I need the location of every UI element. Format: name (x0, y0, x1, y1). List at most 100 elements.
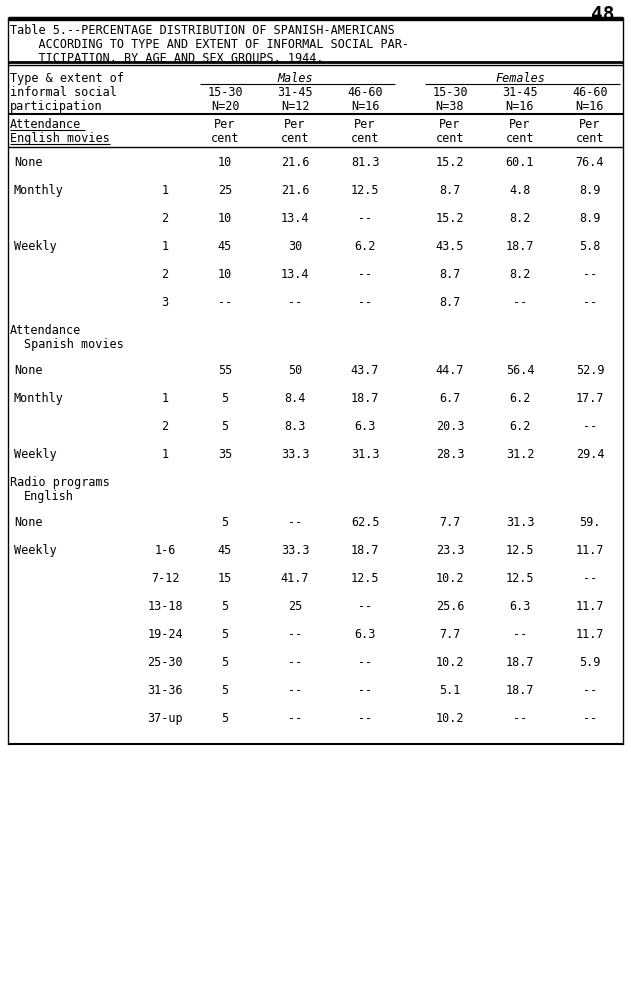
Text: N=12: N=12 (281, 100, 309, 113)
Text: 8.7: 8.7 (439, 296, 461, 309)
Text: cent: cent (506, 132, 534, 145)
Text: --: -- (288, 516, 302, 529)
Text: 6.3: 6.3 (355, 420, 375, 433)
Text: 43.5: 43.5 (436, 240, 464, 253)
Text: --: -- (288, 712, 302, 725)
Text: 12.5: 12.5 (506, 572, 534, 585)
Text: 35: 35 (218, 448, 232, 461)
Text: TICIPATION, BY AGE AND SEX GROUPS, 1944.: TICIPATION, BY AGE AND SEX GROUPS, 1944. (10, 52, 324, 65)
Text: 1: 1 (162, 184, 168, 197)
Text: 1: 1 (162, 392, 168, 405)
Text: None: None (14, 156, 42, 169)
Text: --: -- (358, 600, 372, 613)
Text: --: -- (513, 628, 527, 641)
Text: 4.8: 4.8 (509, 184, 531, 197)
Text: Table 5.--PERCENTAGE DISTRIBUTION OF SPANISH-AMERICANS: Table 5.--PERCENTAGE DISTRIBUTION OF SPA… (10, 24, 395, 37)
Text: 7.7: 7.7 (439, 516, 461, 529)
Text: --: -- (358, 712, 372, 725)
Text: 15.2: 15.2 (436, 212, 464, 225)
Text: 20.3: 20.3 (436, 420, 464, 433)
Text: 15.2: 15.2 (436, 156, 464, 169)
Text: 31.3: 31.3 (506, 516, 534, 529)
Text: cent: cent (211, 132, 239, 145)
Text: 25: 25 (288, 600, 302, 613)
Text: 52.9: 52.9 (575, 364, 604, 377)
Text: 55: 55 (218, 364, 232, 377)
Text: 7-12: 7-12 (151, 572, 179, 585)
Text: 10.2: 10.2 (436, 712, 464, 725)
Text: 12.5: 12.5 (351, 184, 379, 197)
Text: --: -- (358, 212, 372, 225)
Text: N=38: N=38 (436, 100, 464, 113)
Text: 76.4: 76.4 (575, 156, 604, 169)
Text: 62.5: 62.5 (351, 516, 379, 529)
Text: 31.2: 31.2 (506, 448, 534, 461)
Text: --: -- (358, 684, 372, 697)
Text: 25.6: 25.6 (436, 600, 464, 613)
Text: --: -- (583, 420, 597, 433)
Text: --: -- (288, 296, 302, 309)
Text: 5.8: 5.8 (579, 240, 601, 253)
Text: Males: Males (277, 72, 313, 85)
Text: 8.4: 8.4 (285, 392, 305, 405)
Text: 21.6: 21.6 (281, 156, 309, 169)
Text: 6.3: 6.3 (509, 600, 531, 613)
Text: --: -- (583, 572, 597, 585)
Text: 11.7: 11.7 (575, 544, 604, 557)
Text: 5: 5 (221, 712, 228, 725)
Text: 10: 10 (218, 212, 232, 225)
Text: 48: 48 (591, 5, 615, 24)
Text: 10.2: 10.2 (436, 572, 464, 585)
Text: 5: 5 (221, 420, 228, 433)
Text: 10: 10 (218, 268, 232, 281)
Text: --: -- (288, 628, 302, 641)
Text: Attendance: Attendance (10, 118, 81, 131)
Text: informal social: informal social (10, 86, 117, 99)
Text: 13.4: 13.4 (281, 212, 309, 225)
Text: Monthly: Monthly (14, 184, 64, 197)
Text: cent: cent (436, 132, 464, 145)
Text: 7.7: 7.7 (439, 628, 461, 641)
Text: --: -- (583, 268, 597, 281)
Text: 43.7: 43.7 (351, 364, 379, 377)
Text: --: -- (218, 296, 232, 309)
Text: Weekly: Weekly (14, 240, 57, 253)
Text: 1-6: 1-6 (155, 544, 175, 557)
Text: Per: Per (439, 118, 461, 131)
Text: --: -- (583, 684, 597, 697)
Text: 2: 2 (162, 268, 168, 281)
Text: 2: 2 (162, 420, 168, 433)
Text: 12.5: 12.5 (506, 544, 534, 557)
Text: N=20: N=20 (211, 100, 239, 113)
Text: 3: 3 (162, 296, 168, 309)
Text: 10.2: 10.2 (436, 656, 464, 669)
Text: N=16: N=16 (506, 100, 534, 113)
Text: --: -- (358, 656, 372, 669)
Text: 15-30: 15-30 (207, 86, 243, 99)
Text: 8.7: 8.7 (439, 268, 461, 281)
Text: English: English (24, 490, 74, 503)
Text: 44.7: 44.7 (436, 364, 464, 377)
Text: 8.2: 8.2 (509, 268, 531, 281)
Text: 33.3: 33.3 (281, 448, 309, 461)
Text: 13-18: 13-18 (147, 600, 183, 613)
Text: 25-30: 25-30 (147, 656, 183, 669)
Text: 30: 30 (288, 240, 302, 253)
Text: --: -- (288, 656, 302, 669)
Text: --: -- (583, 712, 597, 725)
Text: participation: participation (10, 100, 103, 113)
Text: 46-60: 46-60 (347, 86, 383, 99)
Text: 11.7: 11.7 (575, 600, 604, 613)
Text: 81.3: 81.3 (351, 156, 379, 169)
Text: --: -- (358, 268, 372, 281)
Text: --: -- (358, 296, 372, 309)
Text: None: None (14, 364, 42, 377)
Text: --: -- (583, 296, 597, 309)
Text: Weekly: Weekly (14, 448, 57, 461)
Text: 31-36: 31-36 (147, 684, 183, 697)
Text: 45: 45 (218, 544, 232, 557)
Text: 18.7: 18.7 (351, 392, 379, 405)
Text: 18.7: 18.7 (506, 684, 534, 697)
Text: Per: Per (509, 118, 531, 131)
Text: 5.9: 5.9 (579, 656, 601, 669)
